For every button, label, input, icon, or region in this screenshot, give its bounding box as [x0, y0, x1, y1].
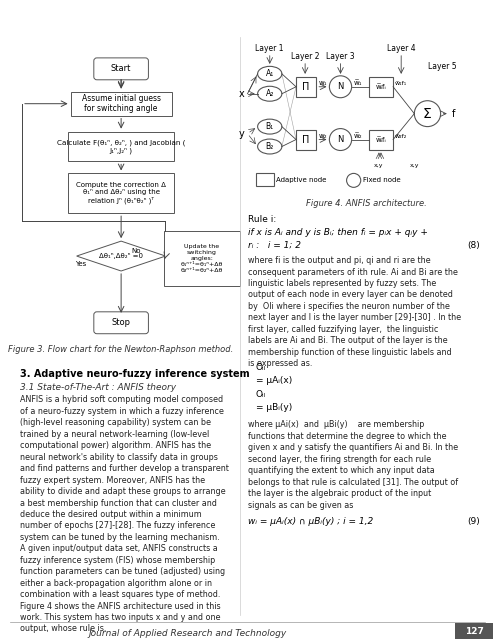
Text: Update the
switching
angles:
θ₁ⁿ⁺¹=θ₁ⁿ+Δθ
θ₂ⁿ⁺¹=θ₂ⁿ+Δθ: Update the switching angles: θ₁ⁿ⁺¹=θ₁ⁿ+Δ… [181, 244, 223, 273]
Text: w̅ᵢfᵢ: w̅ᵢfᵢ [376, 84, 386, 90]
Text: (9): (9) [467, 517, 480, 526]
Ellipse shape [257, 86, 282, 101]
Circle shape [329, 129, 351, 150]
Text: w̅₂f₂: w̅₂f₂ [395, 134, 407, 138]
Text: Π: Π [302, 82, 310, 92]
Text: f: f [452, 109, 455, 118]
Text: x,y: x,y [374, 163, 384, 168]
Text: Layer 2: Layer 2 [291, 52, 319, 61]
Text: = μBᵢ(y): = μBᵢ(y) [255, 403, 292, 412]
Text: A₂: A₂ [265, 89, 274, 98]
Text: Figure 4. ANFIS architecture.: Figure 4. ANFIS architecture. [306, 199, 427, 208]
Text: Stop: Stop [111, 318, 131, 327]
Text: wᵢ = μAᵢ(x) ∩ μBᵢ(y) ; i = 1,2: wᵢ = μAᵢ(x) ∩ μBᵢ(y) ; i = 1,2 [248, 517, 373, 526]
Polygon shape [77, 241, 166, 271]
Bar [255, 173, 274, 186]
Bar [296, 129, 316, 150]
Text: rᵢ :   i = 1; 2: rᵢ : i = 1; 2 [248, 241, 300, 250]
Text: w̅₁: w̅₁ [353, 80, 362, 86]
Text: Compute the correction Δ
θ₁ⁿ and Δθ₂ⁿ using the
relation Jⁿ (θ₁ⁿθ₂ⁿ )ᵀ: Compute the correction Δ θ₁ⁿ and Δθ₂ⁿ us… [76, 182, 166, 204]
Text: ANFIS is a hybrid soft computing model composed
of a neuro-fuzzy system in which: ANFIS is a hybrid soft computing model c… [20, 396, 229, 634]
FancyBboxPatch shape [94, 312, 148, 333]
Bar [369, 129, 393, 150]
Ellipse shape [257, 67, 282, 81]
FancyBboxPatch shape [68, 173, 174, 213]
Ellipse shape [257, 139, 282, 154]
Text: x,y: x,y [409, 163, 419, 168]
Text: Journal of Applied Research and Technology: Journal of Applied Research and Technolo… [89, 628, 287, 638]
Text: w₂: w₂ [318, 132, 327, 138]
Text: Layer 1: Layer 1 [255, 44, 284, 53]
Text: w₁: w₁ [318, 80, 327, 86]
Text: where μAi(x)  and  μBi(y)    are membership
functions that determine the degree : where μAi(x) and μBi(y) are membership f… [248, 420, 457, 509]
Text: Yes: Yes [75, 261, 86, 267]
Text: Oᵢₗ: Oᵢₗ [255, 390, 266, 399]
Text: w̅ᵢfᵢ: w̅ᵢfᵢ [376, 136, 386, 143]
Text: Oᵢₗ: Oᵢₗ [255, 363, 266, 372]
Text: Layer 4: Layer 4 [387, 44, 415, 53]
FancyBboxPatch shape [68, 132, 174, 161]
Text: w̅₁f₁: w̅₁f₁ [395, 81, 407, 86]
Text: Start: Start [111, 65, 131, 74]
Text: 3.1 State-of-The-Art : ANFIS theory: 3.1 State-of-The-Art : ANFIS theory [20, 383, 176, 392]
Text: Fixed node: Fixed node [363, 177, 400, 184]
Text: Δθ₁ⁿ,Δθ₂ⁿ =0: Δθ₁ⁿ,Δθ₂ⁿ =0 [99, 253, 143, 259]
Text: N: N [337, 135, 344, 144]
Text: N: N [337, 83, 344, 92]
Text: A₁: A₁ [266, 69, 274, 78]
Text: 127: 127 [465, 627, 484, 636]
FancyBboxPatch shape [164, 231, 240, 286]
Ellipse shape [257, 119, 282, 134]
Text: if x is Aᵢ and y is Bᵢ; then fᵢ = pᵢx + qᵢy +: if x is Aᵢ and y is Bᵢ; then fᵢ = pᵢx + … [248, 228, 427, 237]
Text: Rule i:: Rule i: [248, 215, 276, 224]
Text: where fi is the output and pi, qi and ri are the
consequent parameters of ith ru: where fi is the output and pi, qi and ri… [248, 256, 461, 368]
Circle shape [329, 76, 351, 98]
Text: Layer 5: Layer 5 [428, 62, 457, 71]
FancyBboxPatch shape [94, 58, 148, 80]
Text: x: x [239, 89, 245, 99]
Text: = μAᵢ(x): = μAᵢ(x) [255, 376, 292, 385]
Bar [369, 77, 393, 97]
Text: Π: Π [302, 134, 310, 145]
Text: Assume initial guess
for switching angle: Assume initial guess for switching angle [82, 94, 160, 113]
Text: Adaptive node: Adaptive node [276, 177, 326, 184]
Text: w̅₂: w̅₂ [353, 132, 362, 138]
Text: No: No [131, 248, 141, 254]
Circle shape [346, 173, 361, 188]
Circle shape [414, 100, 441, 127]
Text: B₁: B₁ [266, 122, 274, 131]
Text: Elimination of Harmonics in Multilevel Inverters Connected to Solar Photovoltaic: Elimination of Harmonics in Multilevel I… [0, 11, 495, 20]
Text: y: y [239, 129, 245, 139]
Text: (8): (8) [467, 241, 480, 250]
FancyBboxPatch shape [455, 623, 493, 639]
Text: Σ: Σ [423, 107, 432, 121]
Text: Calculate F(θ₁ⁿ, θ₂ⁿ, ) and Jacobian (
J₁ⁿ,J₂ⁿ ): Calculate F(θ₁ⁿ, θ₂ⁿ, ) and Jacobian ( J… [57, 140, 185, 154]
Text: Layer 3: Layer 3 [326, 52, 355, 61]
Text: B₂: B₂ [266, 142, 274, 151]
Text: Figure 3. Flow chart for the Newton-Raphson method.: Figure 3. Flow chart for the Newton-Raph… [8, 345, 234, 354]
FancyBboxPatch shape [71, 92, 172, 116]
Bar [296, 77, 316, 97]
Text: 3. Adaptive neuro-fuzzy inference system: 3. Adaptive neuro-fuzzy inference system [20, 369, 249, 379]
